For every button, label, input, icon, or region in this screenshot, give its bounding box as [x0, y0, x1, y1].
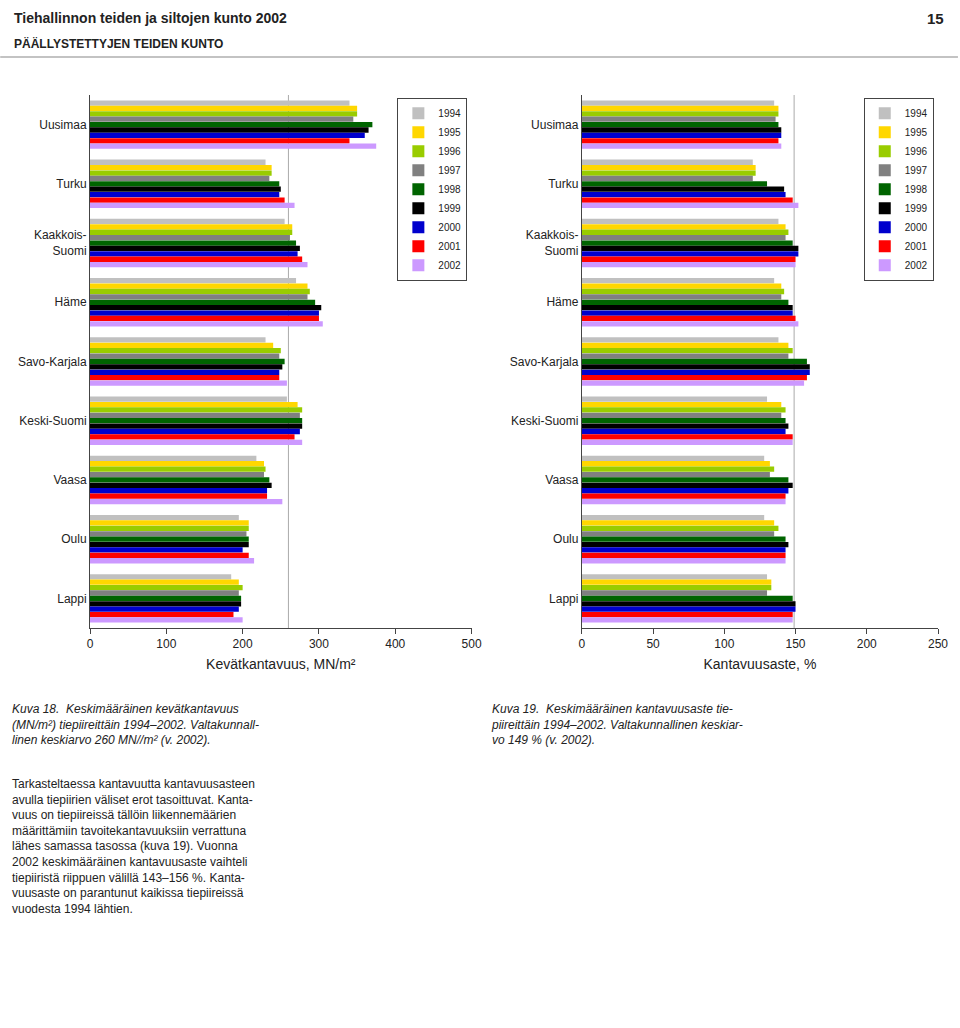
svg-text:Turku: Turku [56, 177, 86, 191]
svg-text:Tiehallinnon teiden ja siltoje: Tiehallinnon teiden ja siltojen kunto 20… [14, 10, 287, 26]
svg-text:Lappi: Lappi [57, 592, 86, 606]
svg-text:1999: 1999 [905, 203, 928, 214]
svg-text:Lappi: Lappi [549, 592, 578, 606]
svg-text:Oulu: Oulu [61, 532, 86, 546]
svg-text:Kuva 18. Keskimääräinen kevät: Kuva 18. Keskimääräinen kevätkantavuus(M… [12, 702, 259, 747]
svg-text:Kuva 19. Keskimääräinen kanta: Kuva 19. Keskimääräinen kantavuusaste ti… [491, 702, 743, 747]
svg-text:Keski-Suomi: Keski-Suomi [19, 414, 86, 428]
svg-text:PÄÄLLYSTETTYJEN TEIDEN KUNTO: PÄÄLLYSTETTYJEN TEIDEN KUNTO [14, 36, 223, 51]
svg-text:100: 100 [156, 637, 176, 651]
svg-text:1997: 1997 [905, 165, 928, 176]
svg-text:1995: 1995 [905, 127, 928, 138]
svg-text:15: 15 [927, 10, 944, 27]
svg-text:2001: 2001 [905, 241, 928, 252]
svg-text:Kaakkois-Suomi: Kaakkois-Suomi [34, 228, 87, 258]
svg-text:300: 300 [309, 637, 329, 651]
svg-text:Häme: Häme [546, 295, 578, 309]
svg-text:1996: 1996 [905, 146, 928, 157]
svg-text:1998: 1998 [905, 184, 928, 195]
svg-text:0: 0 [87, 637, 94, 651]
svg-text:2000: 2000 [905, 222, 928, 233]
svg-text:Häme: Häme [55, 295, 87, 309]
svg-text:Tarkasteltaessa kantavuutta ka: Tarkasteltaessa kantavuutta kantavuusast… [12, 777, 255, 916]
svg-text:Savo-Karjala: Savo-Karjala [18, 355, 87, 369]
svg-text:500: 500 [462, 637, 482, 651]
svg-text:150: 150 [786, 637, 806, 651]
svg-text:1995: 1995 [438, 127, 461, 138]
svg-text:Kantavuusaste, %: Kantavuusaste, % [703, 656, 816, 672]
svg-text:250: 250 [928, 637, 948, 651]
svg-text:50: 50 [646, 637, 660, 651]
svg-text:100: 100 [714, 637, 734, 651]
svg-text:1999: 1999 [438, 203, 461, 214]
svg-text:Uusimaa: Uusimaa [531, 118, 579, 132]
svg-text:Vaasa: Vaasa [53, 473, 86, 487]
svg-text:1994: 1994 [905, 108, 928, 119]
svg-text:Savo-Karjala: Savo-Karjala [510, 355, 579, 369]
svg-text:200: 200 [857, 637, 877, 651]
svg-text:Kevätkantavuus, MN/m²: Kevätkantavuus, MN/m² [206, 656, 356, 672]
svg-text:Vaasa: Vaasa [545, 473, 578, 487]
svg-text:Keski-Suomi: Keski-Suomi [511, 414, 578, 428]
svg-text:1998: 1998 [438, 184, 461, 195]
svg-text:1997: 1997 [438, 165, 461, 176]
svg-text:400: 400 [385, 637, 405, 651]
svg-text:1994: 1994 [438, 108, 461, 119]
svg-text:2000: 2000 [438, 222, 461, 233]
svg-text:Oulu: Oulu [553, 532, 578, 546]
svg-text:0: 0 [578, 637, 585, 651]
svg-text:2002: 2002 [905, 260, 928, 271]
svg-text:2001: 2001 [438, 241, 461, 252]
svg-text:1996: 1996 [438, 146, 461, 157]
svg-text:Kaakkois-Suomi: Kaakkois-Suomi [526, 228, 579, 258]
svg-text:2002: 2002 [438, 260, 461, 271]
svg-text:Turku: Turku [548, 177, 578, 191]
svg-text:Uusimaa: Uusimaa [39, 118, 87, 132]
svg-text:200: 200 [233, 637, 253, 651]
